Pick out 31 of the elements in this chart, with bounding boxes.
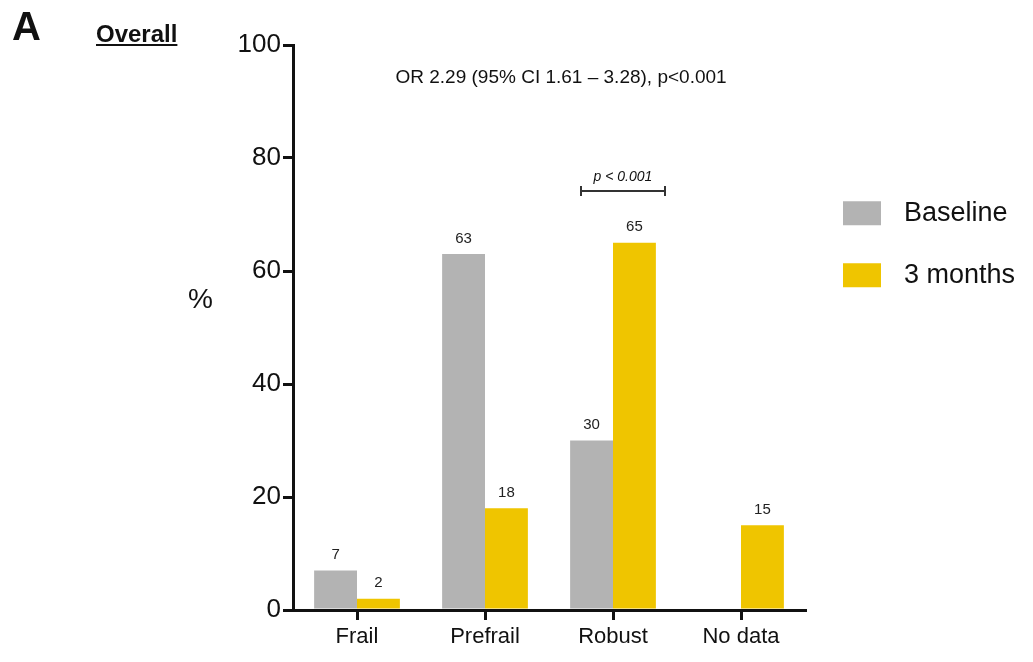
bar — [613, 242, 656, 609]
y-tick-label: 100 — [237, 28, 281, 59]
legend-label: 3 months — [904, 258, 1016, 289]
y-tick-label: 20 — [252, 480, 281, 511]
data-label: 15 — [754, 499, 771, 517]
bar — [442, 254, 485, 609]
x-tick-label: Robust — [578, 623, 648, 649]
data-label: 18 — [498, 482, 515, 500]
data-label: 65 — [626, 217, 643, 235]
y-axis-title: % — [188, 283, 213, 315]
chart-title: Overall — [96, 20, 178, 47]
data-label: 7 — [331, 545, 340, 563]
y-tick-label: 60 — [252, 254, 281, 285]
bar — [741, 525, 784, 609]
text: A — [12, 4, 41, 48]
data-label: 2 — [374, 573, 383, 591]
y-tick-label: 40 — [252, 367, 281, 398]
y-tick-label: 0 — [266, 593, 281, 624]
x-tick-label: No data — [702, 623, 781, 649]
bar — [485, 508, 528, 609]
annotation: p < 0.001 — [593, 167, 653, 184]
x-tick-label: Prefrail — [450, 623, 520, 649]
y-tick-label: 80 — [252, 141, 281, 172]
data-label: 30 — [583, 415, 600, 433]
bar — [570, 440, 613, 609]
annotation: OR 2.29 (95% CI 1.61 – 3.28), p<0.001 — [395, 66, 727, 87]
x-tick-label: Frail — [335, 623, 379, 649]
bar — [357, 598, 400, 609]
data-label: 63 — [455, 228, 472, 246]
bar — [314, 570, 357, 609]
legend-label: Baseline — [904, 196, 1008, 227]
